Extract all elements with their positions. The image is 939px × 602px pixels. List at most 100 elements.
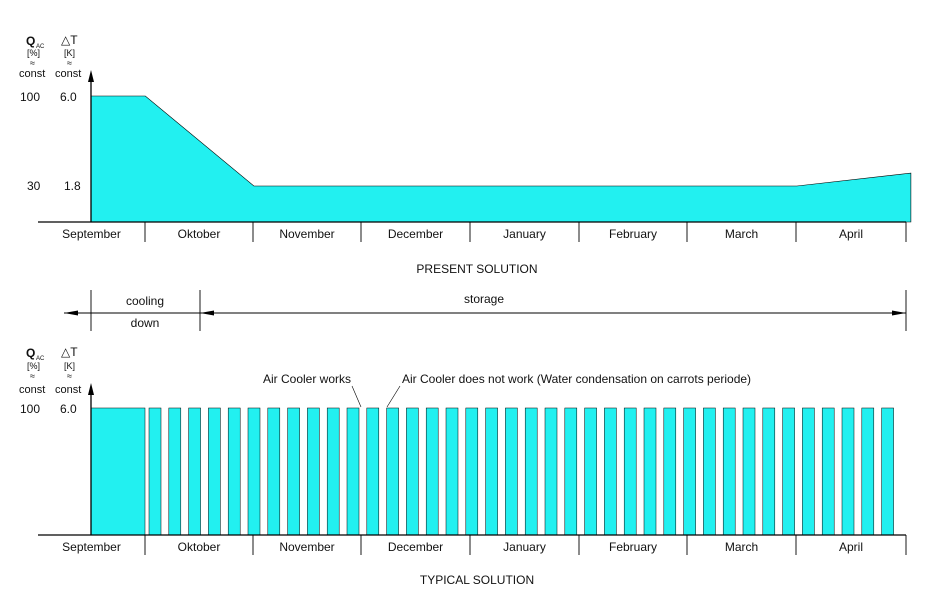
present-month-label-february: February (609, 227, 657, 241)
typical-y-left-label: Q AC [%] ≈ const (19, 346, 45, 396)
typical-bar-pulse (485, 407, 498, 536)
typical-bar-pulse (604, 407, 617, 536)
typical-bar-pulse (544, 407, 558, 536)
typical-bar-pulse (722, 407, 736, 536)
typical-bar-pulse (188, 407, 201, 536)
phase-arrow-storage-end (892, 310, 906, 316)
typical-bar-pulse (683, 407, 696, 536)
present-chart: September Oktober November December January F… (19, 33, 912, 276)
typical-bar-pulse (287, 407, 300, 536)
annotation-air-cooler-works: Air Cooler works (263, 372, 351, 386)
typical-bar-pulse (802, 407, 815, 536)
present-area-series (90, 95, 912, 223)
typical-y-left-const: const (19, 384, 45, 396)
typical-bars (90, 407, 894, 536)
present-y-right-unit: [K] (64, 48, 75, 58)
present-y-right-approx: ≈ (67, 58, 72, 68)
present-y-right-symbol: △T (61, 33, 78, 47)
typical-y-left-approx: ≈ (30, 371, 35, 381)
typical-month-label-february: February (609, 540, 657, 554)
present-y-left-unit: [%] (27, 48, 40, 58)
typical-month-label-november: November (279, 540, 334, 554)
typical-month-label-april: April (839, 540, 863, 554)
typical-bar-pulse (841, 407, 855, 536)
typical-bar-pulse (386, 407, 399, 536)
present-tick-high-right: 6.0 (60, 90, 77, 104)
typical-y-axis-arrow (88, 383, 94, 395)
typical-bar-pulse (247, 407, 261, 536)
present-month-label-march: March (725, 227, 758, 241)
present-y-left-approx: ≈ (30, 58, 35, 68)
present-month-label-oktober: Oktober (178, 227, 221, 241)
present-tick-low-right: 1.8 (64, 179, 81, 193)
phase-storage-label: storage (464, 292, 504, 306)
typical-title: TYPICAL SOLUTION (420, 573, 534, 587)
present-month-label-november: November (279, 227, 334, 241)
typical-bar-pulse (505, 407, 518, 536)
phase-row: cooling down storage (64, 290, 907, 331)
typical-month-label-december: December (388, 540, 443, 554)
typical-bar-pulse (445, 407, 459, 536)
present-y-left-symbol: Q (26, 34, 35, 48)
present-title: PRESENT SOLUTION (416, 262, 537, 276)
phase-arrow-left-head (64, 310, 78, 316)
present-y-axis-arrow (88, 70, 94, 82)
typical-bar-pulse (227, 407, 241, 536)
typical-bar-pulse (782, 407, 795, 536)
typical-month-label-january: January (503, 540, 546, 554)
present-y-left-const: const (19, 68, 45, 80)
annotation-air-cooler-not-work: Air Cooler does not work (Water condensa… (402, 372, 751, 386)
typical-y-left-unit: [%] (27, 361, 40, 371)
typical-month-labels: September Oktober November December January F… (62, 540, 863, 554)
annotation-works-leader (351, 385, 362, 408)
typical-bar-pulse (861, 407, 875, 536)
typical-tick-high-left: 100 (20, 402, 40, 416)
typical-y-right-label: △T [K] ≈ const (55, 345, 81, 396)
present-y-left-label: Q AC [%] ≈ const (19, 34, 45, 80)
typical-bar-pulse (584, 407, 597, 536)
phase-cooling-label-1: cooling (126, 294, 164, 308)
present-month-ticks (144, 222, 907, 242)
typical-y-right-approx: ≈ (67, 371, 72, 381)
phase-cooling-label-2: down (131, 316, 160, 330)
present-tick-low-left: 30 (27, 179, 41, 193)
typical-y-right-const: const (55, 384, 81, 396)
typical-chart: September Oktober November December January F… (19, 345, 907, 587)
typical-bar-pulse (465, 407, 479, 536)
present-y-right-const: const (55, 68, 81, 80)
typical-y-left-symbol: Q (26, 346, 35, 360)
typical-bar-pulse (208, 407, 221, 536)
typical-bar-pulse (406, 407, 419, 536)
present-month-label-december: December (388, 227, 443, 241)
present-month-label-april: April (839, 227, 863, 241)
typical-bar-pulse (881, 407, 894, 536)
typical-bar-pulse (623, 407, 637, 536)
present-month-labels: September Oktober November December January F… (62, 227, 863, 241)
typical-bar-pulse (425, 407, 439, 536)
typical-tick-high-right: 6.0 (60, 402, 77, 416)
present-y-right-label: △T [K] ≈ const (55, 33, 81, 80)
typical-bar-pulse (148, 407, 162, 536)
typical-month-ticks (144, 535, 907, 555)
annotation-not-work-leader (386, 385, 401, 408)
typical-bar-pulse (703, 407, 716, 536)
typical-month-label-march: March (725, 540, 758, 554)
phase-arrow-storage-start (200, 310, 214, 316)
typical-bar-pulse (366, 407, 380, 536)
typical-bar-pulse (742, 407, 756, 536)
typical-bar-pulse (564, 407, 578, 536)
typical-bar-pulse (821, 407, 835, 536)
typical-month-label-september: September (62, 540, 121, 554)
typical-bar-pulse (762, 407, 776, 536)
typical-y-left-subscript: AC (36, 356, 45, 362)
typical-month-label-oktober: Oktober (178, 540, 221, 554)
typical-bar-pulse (524, 407, 538, 536)
typical-bar-pulse (326, 407, 340, 536)
typical-bar-continuous (90, 407, 146, 536)
typical-y-right-unit: [K] (64, 361, 75, 371)
typical-bar-pulse (168, 407, 182, 536)
typical-bar-pulse (307, 407, 320, 536)
present-month-label-september: September (62, 227, 121, 241)
present-tick-high-left: 100 (20, 90, 40, 104)
